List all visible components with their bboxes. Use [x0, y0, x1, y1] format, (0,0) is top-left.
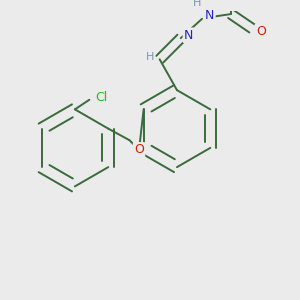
Text: H: H	[193, 0, 201, 8]
Text: Cl: Cl	[95, 91, 107, 104]
Text: O: O	[256, 25, 266, 38]
Text: N: N	[205, 10, 214, 22]
Text: H: H	[146, 52, 154, 62]
Text: O: O	[134, 143, 144, 156]
Text: N: N	[184, 29, 193, 42]
